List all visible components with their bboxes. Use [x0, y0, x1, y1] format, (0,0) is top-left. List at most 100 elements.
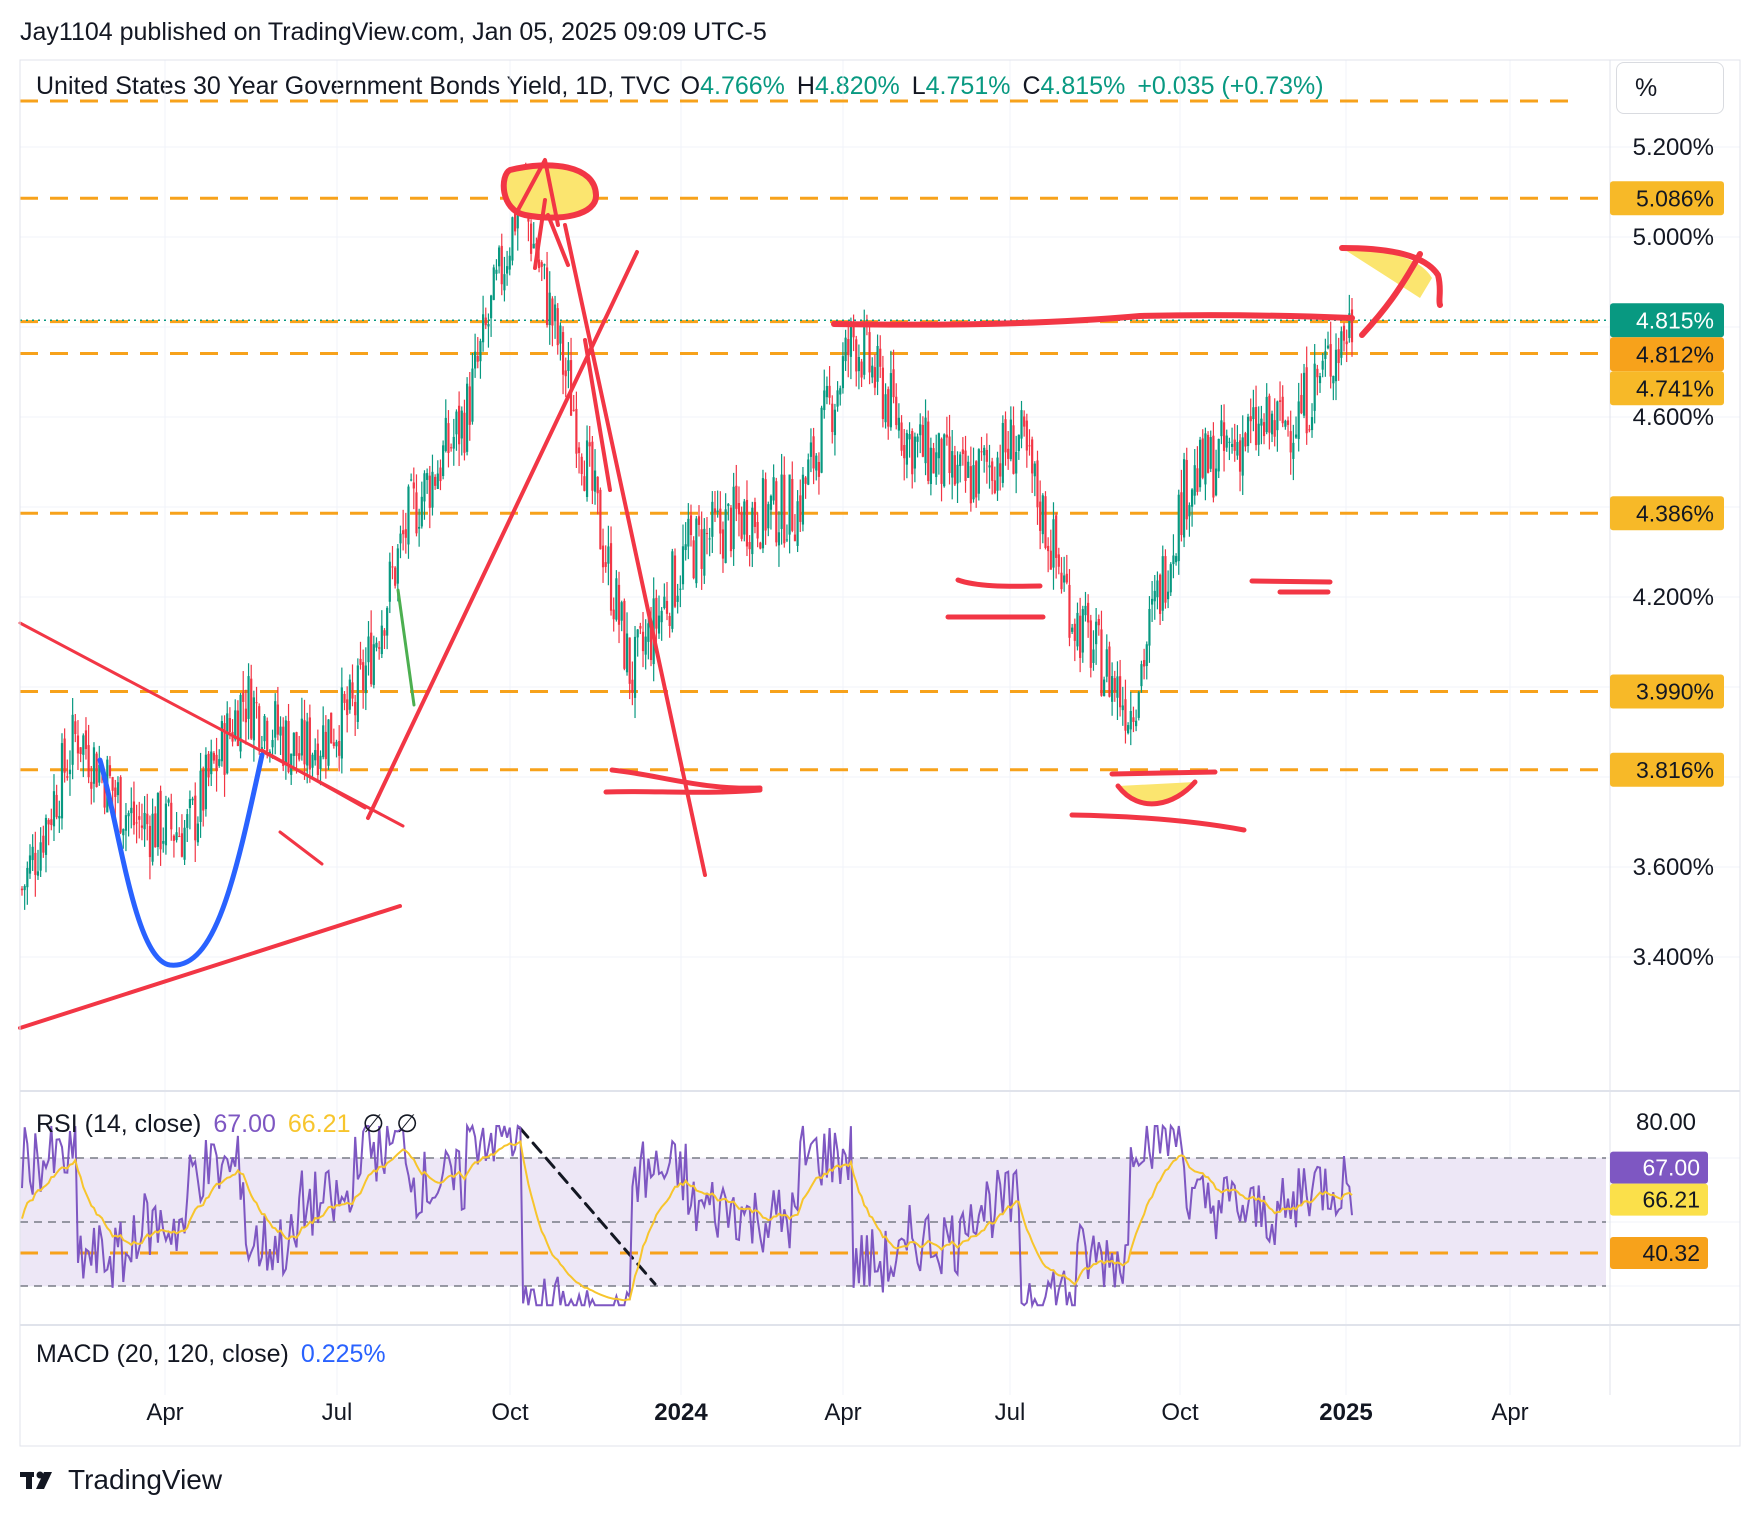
- candle: [812, 427, 815, 485]
- candle: [1033, 461, 1036, 497]
- candle: [1164, 549, 1167, 609]
- candle: [47, 818, 50, 846]
- candle: [935, 434, 938, 485]
- candle: [863, 309, 866, 380]
- candle: [740, 506, 743, 542]
- candle: [36, 849, 40, 880]
- candle: [183, 819, 186, 866]
- candle: [319, 750, 322, 786]
- rounding-bottom-curve: [97, 752, 265, 968]
- candle: [977, 448, 980, 501]
- candle: [295, 731, 298, 774]
- low-value: 4.751%: [926, 72, 1011, 100]
- candle: [871, 357, 874, 384]
- rsi-levels: [20, 1157, 1606, 1287]
- candle: [1185, 447, 1188, 530]
- candle: [695, 516, 698, 588]
- candle: [116, 776, 120, 804]
- candle: [660, 607, 663, 641]
- candle: [415, 474, 418, 537]
- candle: [1151, 580, 1154, 622]
- candle: [191, 796, 194, 806]
- candle: [1193, 449, 1196, 505]
- candle: [58, 800, 61, 833]
- candle: [777, 511, 781, 567]
- candle: [172, 834, 176, 858]
- candle: [1345, 329, 1348, 363]
- low-mark-4: [1069, 812, 1247, 833]
- candle: [785, 524, 789, 543]
- candle: [23, 884, 26, 910]
- candle: [450, 443, 453, 452]
- legend-row: United States 30 Year Government Bonds Y…: [36, 72, 1324, 100]
- candle: [825, 376, 829, 405]
- candle: [719, 491, 722, 555]
- candle: [138, 801, 141, 839]
- candle: [1262, 413, 1266, 445]
- candle: [569, 337, 573, 416]
- candle: [711, 491, 714, 553]
- candle: [1076, 602, 1079, 651]
- candle: [178, 827, 181, 838]
- candle: [1044, 491, 1047, 550]
- candle: [948, 414, 951, 485]
- candle: [1241, 415, 1244, 495]
- candle: [644, 619, 647, 670]
- candle: [279, 716, 282, 756]
- candle: [633, 625, 637, 719]
- candle: [729, 504, 733, 558]
- candle: [439, 459, 442, 491]
- candle: [1049, 529, 1052, 570]
- candle: [897, 403, 900, 439]
- price-axis[interactable]: 5.200% 5.000% 4.600% 4.200% 3.600% 3.400%: [1633, 134, 1714, 971]
- candle: [479, 338, 482, 379]
- candle: [1236, 425, 1239, 460]
- candle: [66, 759, 69, 781]
- candle: [761, 469, 765, 554]
- candle: [1103, 676, 1106, 697]
- rsi-ma-value: 66.21: [288, 1110, 351, 1138]
- candle: [1318, 372, 1322, 393]
- low-highlight: [1115, 779, 1198, 807]
- candle: [1329, 321, 1332, 389]
- candle: [367, 621, 370, 676]
- candle: [671, 548, 674, 633]
- candle: [495, 259, 498, 281]
- candle: [156, 792, 160, 856]
- candle: [343, 691, 346, 711]
- candle: [753, 497, 757, 534]
- candle: [146, 793, 149, 841]
- candle: [1052, 502, 1055, 590]
- candle: [1095, 607, 1098, 665]
- candle: [540, 260, 543, 282]
- candle: [1097, 614, 1100, 636]
- candle: [1284, 419, 1287, 430]
- candle: [1270, 410, 1274, 443]
- candle: [1198, 436, 1202, 492]
- candle: [665, 581, 669, 621]
- candle: [607, 525, 610, 586]
- candle: [84, 717, 88, 760]
- candle: [1174, 553, 1178, 566]
- candle: [721, 521, 725, 573]
- candle: [1246, 413, 1250, 453]
- candle: [1289, 410, 1292, 475]
- time-axis[interactable]: Apr Jul Oct 2024 Apr Jul Oct 2025 Apr: [146, 1399, 1528, 1426]
- candle: [1321, 353, 1324, 378]
- close-value: 4.815%: [1041, 72, 1126, 100]
- tradingview-logo[interactable]: TradingView: [20, 1464, 223, 1495]
- candle: [164, 795, 168, 855]
- candle: [1057, 547, 1060, 575]
- candle: [1233, 423, 1236, 462]
- candle: [708, 527, 711, 557]
- candle: [154, 806, 157, 848]
- candle: [532, 222, 535, 249]
- candle: [961, 437, 964, 466]
- candle: [426, 468, 429, 494]
- percent-scale-button[interactable]: %: [1616, 62, 1724, 114]
- candle: [444, 399, 447, 453]
- rsi-tag: 40.32: [1610, 1236, 1708, 1269]
- candle: [836, 381, 839, 412]
- candle: [780, 453, 783, 545]
- candle: [956, 451, 959, 504]
